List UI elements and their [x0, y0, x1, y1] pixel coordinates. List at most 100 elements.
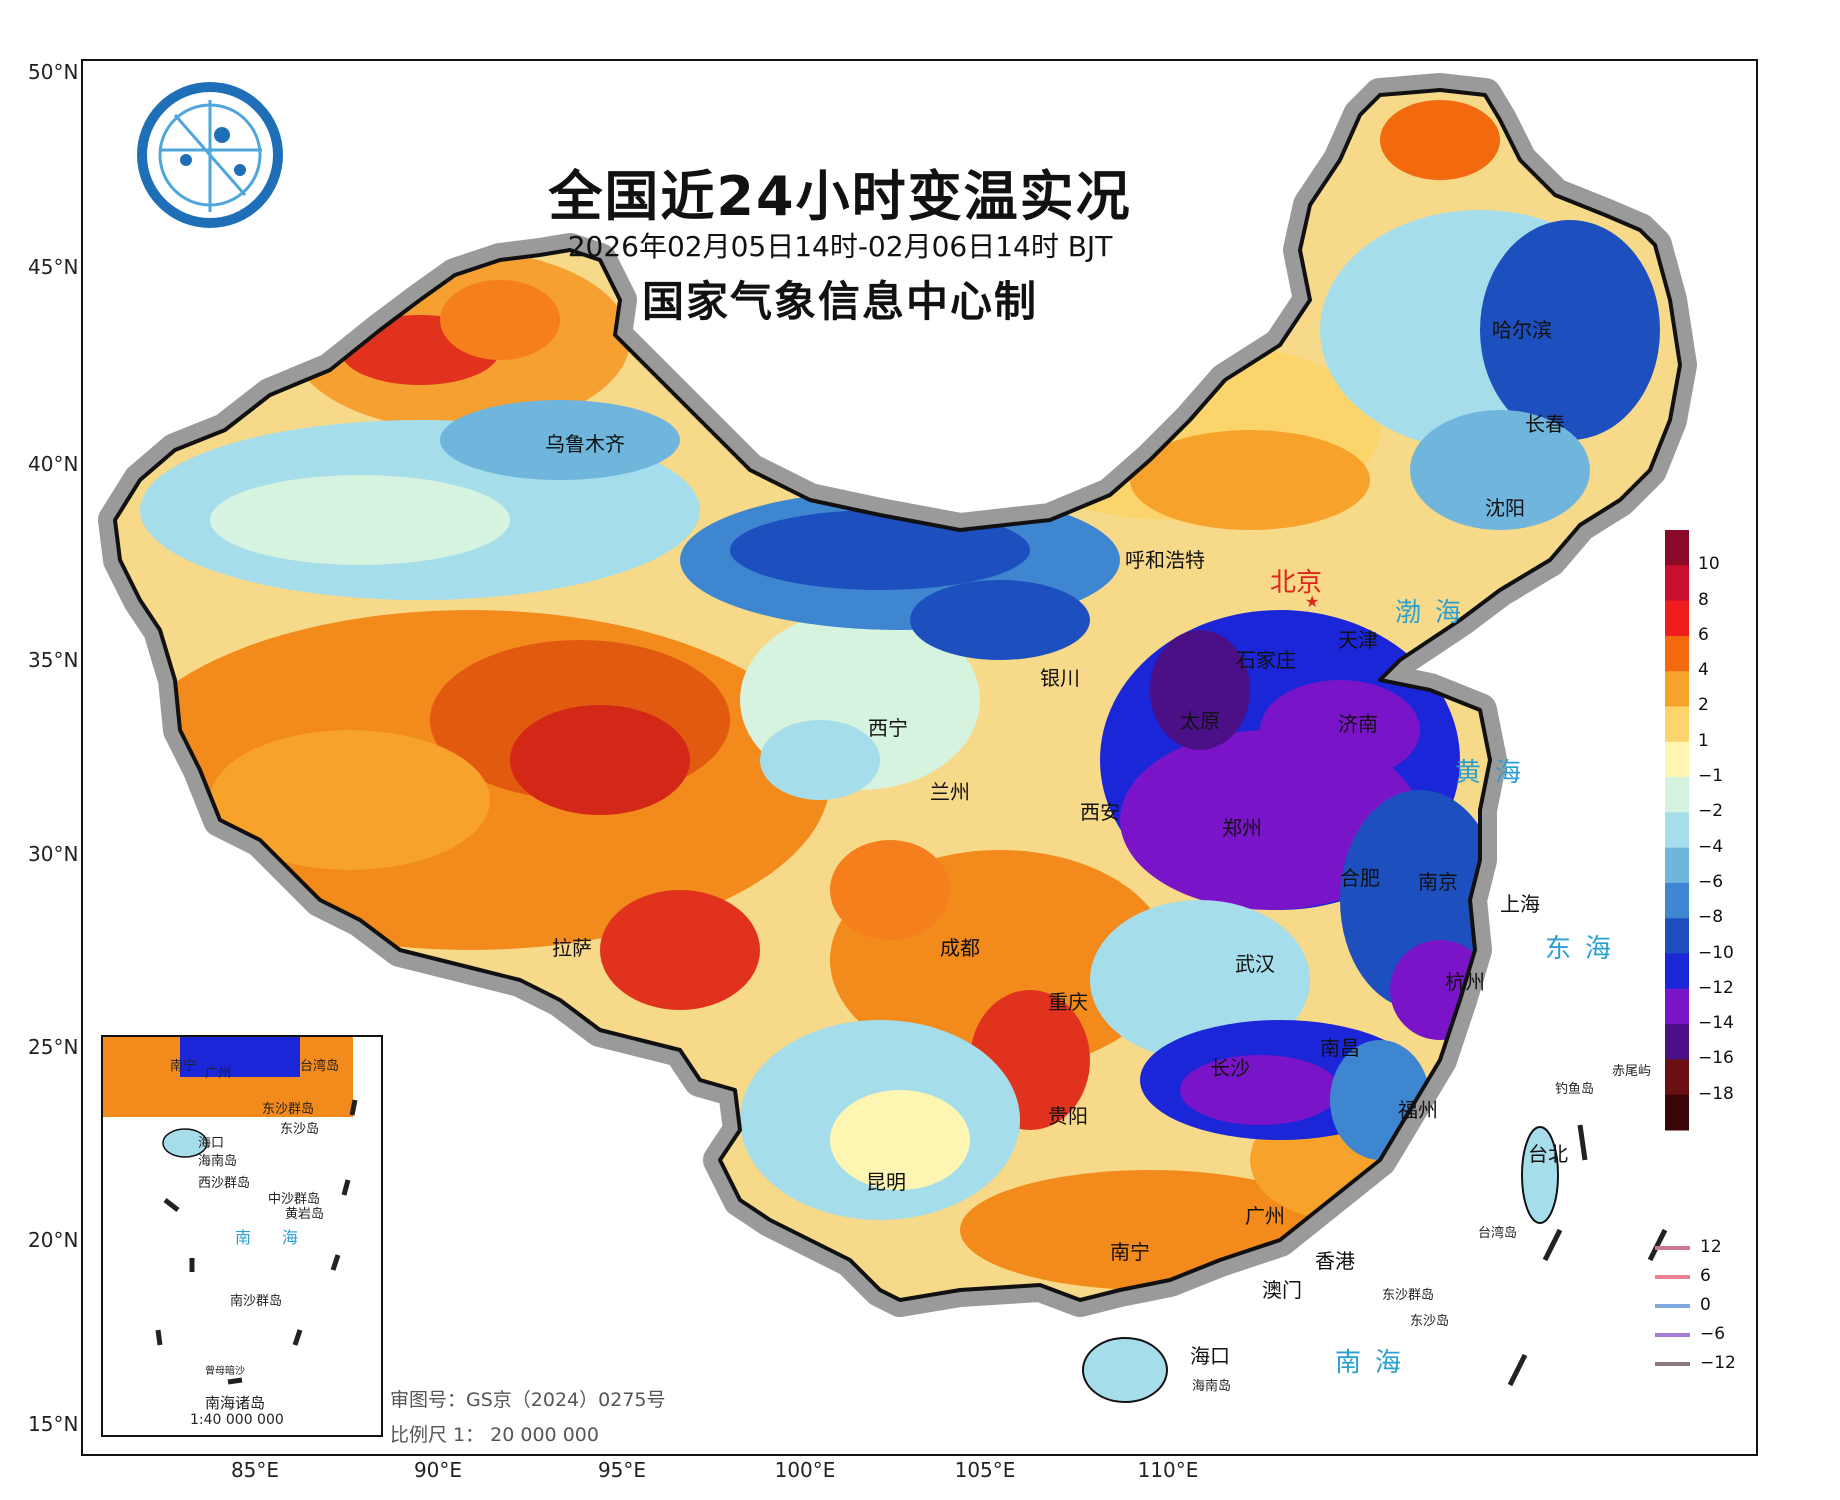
city-label: 长春	[1525, 412, 1565, 436]
island-label: 海南岛	[1192, 1379, 1232, 1394]
inset-label: 中沙群岛	[268, 1192, 321, 1207]
city-label: 西安	[1080, 800, 1120, 824]
contour-legend-label: −6	[1700, 1324, 1726, 1344]
inset-label: 广州	[205, 1066, 232, 1081]
inset-label: 台湾岛	[300, 1059, 340, 1074]
colorbar-tick-label: −18	[1698, 1083, 1734, 1104]
colorbar-swatch	[1665, 530, 1689, 566]
colorbar-tick-label: 10	[1698, 554, 1720, 575]
city-label: 乌鲁木齐	[545, 432, 625, 456]
city-label: 广州	[1245, 1204, 1285, 1228]
city-label: 兰州	[930, 780, 970, 804]
city-label: 呼和浩特	[1125, 548, 1205, 572]
lat-label: 15°N	[28, 1412, 79, 1436]
city-label: 西宁	[868, 716, 908, 740]
map-period: 2026年02月05日14时-02月06日14时 BJT	[567, 230, 1113, 263]
contour-legend-label: 6	[1700, 1266, 1711, 1286]
colorbar	[1665, 530, 1689, 1131]
city-label: 重庆	[1048, 990, 1088, 1014]
city-label: 杭州	[1445, 970, 1485, 994]
island-label: 东沙群岛	[1382, 1288, 1435, 1303]
inset-scale: 1:40 000 000	[190, 1412, 284, 1428]
lat-label: 25°N	[28, 1035, 79, 1059]
inset-sea-label: 南	[235, 1228, 252, 1247]
lat-label: 40°N	[28, 452, 79, 476]
lat-label: 45°N	[28, 255, 79, 279]
city-label: 哈尔滨	[1492, 318, 1552, 342]
map-frame	[81, 59, 1758, 1456]
taiwan-island	[1521, 1126, 1559, 1224]
contour-legend-label: 12	[1700, 1237, 1722, 1257]
boundary-dashes	[1507, 1124, 1668, 1387]
colorbar-swatch	[1665, 706, 1689, 743]
lat-label: 35°N	[28, 648, 79, 672]
sea-label: 南海	[1335, 1348, 1416, 1378]
city-label: 南昌	[1320, 1036, 1360, 1060]
contour-legend-label: 0	[1700, 1295, 1711, 1315]
inset-sea-label: 海	[282, 1228, 299, 1247]
city-label: 香港	[1315, 1249, 1355, 1273]
colorbar-swatch	[1665, 918, 1689, 955]
island-label: 赤尾屿	[1612, 1064, 1652, 1079]
city-label: 长沙	[1210, 1056, 1250, 1080]
lon-label: 105°E	[954, 1458, 1016, 1482]
colorbar-swatch	[1665, 1094, 1689, 1131]
inset-hainan	[162, 1128, 208, 1158]
inset-label: 西沙群岛	[198, 1176, 251, 1191]
cma-logo	[137, 82, 283, 228]
lon-label: 90°E	[413, 1458, 463, 1482]
capital-star: ★	[1305, 592, 1319, 611]
colorbar-tick-label: 1	[1698, 730, 1709, 751]
inset-label: 海南岛	[198, 1154, 238, 1169]
colorbar-tick-label: −4	[1698, 836, 1724, 857]
city-label: 南宁	[1110, 1240, 1150, 1264]
colorbar-swatch	[1665, 1024, 1689, 1060]
city-label: 郑州	[1222, 816, 1262, 840]
colorbar-tick-label: −12	[1698, 977, 1734, 998]
map-producer: 国家气象信息中心制	[641, 277, 1038, 326]
sea-label: 渤海	[1395, 598, 1476, 628]
inset-label: 东沙群岛	[262, 1102, 315, 1117]
inset-label: 曾母暗沙	[205, 1366, 245, 1377]
island-label: 东沙岛	[1410, 1314, 1450, 1329]
inset-label: 南沙群岛	[230, 1294, 283, 1309]
contour-legend-label: −12	[1700, 1353, 1736, 1373]
inset-label: 黄岩岛	[285, 1207, 325, 1222]
city-label: 太原	[1180, 709, 1220, 733]
city-label: 南京	[1418, 870, 1458, 894]
city-label: 台北	[1528, 1142, 1568, 1166]
city-label: 天津	[1338, 628, 1378, 652]
colorbar-tick-label: −6	[1698, 871, 1724, 892]
city-label: 昆明	[866, 1170, 906, 1194]
sea-label: 黄海	[1455, 758, 1536, 788]
city-label: 沈阳	[1485, 496, 1525, 520]
colorbar-swatch	[1665, 882, 1689, 919]
contour-legend	[1655, 1246, 1690, 1366]
colorbar-tick-label: −2	[1698, 801, 1724, 822]
colorbar-tick-label: −1	[1698, 766, 1724, 787]
colorbar-swatch	[1665, 1059, 1689, 1096]
inset-land-cold	[180, 1037, 300, 1077]
hainan-island	[1082, 1337, 1168, 1403]
city-label: 贵阳	[1048, 1104, 1088, 1128]
colorbar-swatch	[1665, 671, 1689, 707]
city-label: 上海	[1500, 892, 1540, 916]
city-label: 银川	[1040, 666, 1080, 690]
lon-label: 95°E	[597, 1458, 647, 1482]
city-label: 成都	[940, 936, 980, 960]
colorbar-swatch	[1665, 847, 1689, 884]
colorbar-swatch	[1665, 777, 1689, 813]
city-label: 合肥	[1340, 866, 1380, 890]
city-label: 济南	[1338, 712, 1378, 736]
colorbar-tick-label: 2	[1698, 695, 1709, 716]
inset-label: 海口	[198, 1136, 225, 1151]
city-label: 澳门	[1262, 1278, 1302, 1302]
map-title: 全国近24小时变温实况	[548, 165, 1132, 228]
colorbar-swatch	[1665, 953, 1689, 990]
city-label: 北京	[1270, 568, 1323, 598]
city-label: 福州	[1398, 1098, 1438, 1122]
colorbar-tick-label: 8	[1698, 589, 1709, 610]
map-scale: 比例尺 1： 20 000 000	[390, 1424, 599, 1446]
inset-dashes	[155, 1099, 358, 1385]
